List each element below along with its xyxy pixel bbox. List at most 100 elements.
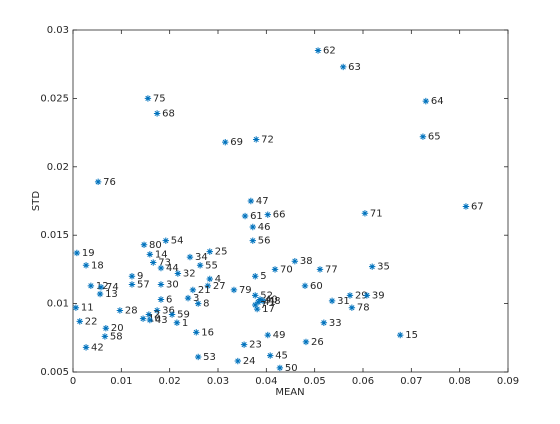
point [82, 262, 90, 269]
point-label: 30 [166, 279, 179, 290]
y-axis-label: STD [31, 191, 42, 211]
point [346, 292, 354, 299]
point [276, 364, 284, 372]
x-tick-label: 0.05 [304, 376, 326, 387]
point [253, 305, 261, 313]
y-tick-label: 0.005 [40, 367, 69, 378]
point-label: 72 [261, 134, 274, 145]
point-label: 13 [105, 289, 118, 300]
x-tick-label: 0.04 [255, 376, 277, 387]
point-label: 55 [205, 260, 218, 271]
point [128, 273, 136, 280]
x-axis-label: MEAN [275, 387, 304, 398]
point-label: 66 [273, 210, 286, 221]
point-label: 53 [203, 352, 216, 363]
point [462, 203, 470, 210]
point-label: 61 [250, 211, 263, 222]
point-label: 29 [355, 290, 368, 301]
point-label: 49 [273, 330, 286, 341]
point-label: 17 [262, 304, 275, 315]
point-label: 39 [372, 290, 385, 301]
point-label: 27 [213, 281, 226, 292]
x-tick-label: 0.03 [207, 376, 229, 387]
point [96, 290, 104, 298]
point [247, 197, 255, 205]
point-label: 54 [171, 236, 184, 247]
x-tick-label: 0.07 [400, 376, 422, 387]
point-label: 20 [111, 323, 124, 334]
point [157, 296, 165, 303]
point [146, 316, 154, 324]
point [397, 331, 404, 339]
point [194, 353, 202, 361]
point-label: 48 [268, 296, 281, 307]
point-label: 6 [166, 294, 172, 305]
point-label: 26 [311, 337, 324, 348]
point-label: 52 [260, 290, 273, 301]
point-label: 75 [153, 93, 166, 104]
point-label: 77 [325, 264, 338, 275]
point [102, 325, 110, 332]
x-tick-label: 0.09 [497, 376, 519, 387]
point [97, 283, 105, 291]
point [252, 301, 259, 309]
point-label: 18 [91, 260, 104, 271]
point-label: 43 [155, 315, 168, 326]
point-label: 70 [280, 264, 293, 275]
point-label: 19 [82, 248, 95, 259]
point [87, 282, 95, 290]
point-label: 44 [166, 263, 179, 274]
point [72, 304, 80, 311]
point [363, 292, 371, 299]
point-label: 62 [323, 46, 336, 57]
x-tick-label: 0.02 [159, 376, 181, 387]
point-label: 73 [158, 258, 171, 269]
point [230, 286, 238, 294]
y-tick-label: 0.015 [40, 230, 69, 241]
point-label: 34 [195, 252, 208, 263]
x-tick-label: 0.08 [449, 376, 471, 387]
point [271, 266, 279, 273]
point-label: 46 [258, 222, 271, 233]
point-label: 10 [148, 314, 161, 325]
point-label: 59 [177, 310, 190, 321]
point-label: 69 [230, 137, 243, 148]
point [301, 282, 309, 290]
point-label: 9 [137, 271, 143, 282]
point [157, 264, 165, 272]
point-label: 23 [249, 340, 262, 351]
point [162, 237, 169, 244]
y-tick-label: 0.03 [47, 25, 69, 36]
point-label: 15 [405, 330, 418, 341]
point [264, 211, 271, 218]
point-label: 60 [310, 281, 323, 292]
point-label: 36 [162, 305, 175, 316]
point [254, 299, 262, 306]
point-label: 11 [81, 303, 94, 314]
point [234, 357, 242, 365]
point [150, 259, 157, 266]
point [249, 237, 256, 244]
point [82, 344, 90, 351]
point [168, 311, 176, 318]
point [267, 352, 274, 359]
point [240, 341, 248, 348]
point-label: 63 [348, 62, 361, 73]
point-label: 25 [215, 247, 228, 258]
point [184, 294, 192, 302]
point-label: 21 [198, 285, 211, 296]
point-label: 16 [201, 327, 214, 338]
point [146, 251, 154, 258]
point [252, 273, 259, 280]
point-label: 41 [263, 297, 276, 308]
point [94, 178, 102, 186]
point-label: 64 [431, 96, 444, 107]
point-label: 32 [183, 269, 196, 280]
point [222, 138, 229, 146]
point-label: 1 [182, 318, 188, 329]
point-label: 22 [85, 316, 98, 327]
point [189, 286, 197, 294]
point [241, 212, 249, 220]
point-label: 14 [155, 249, 168, 260]
point [153, 307, 161, 314]
